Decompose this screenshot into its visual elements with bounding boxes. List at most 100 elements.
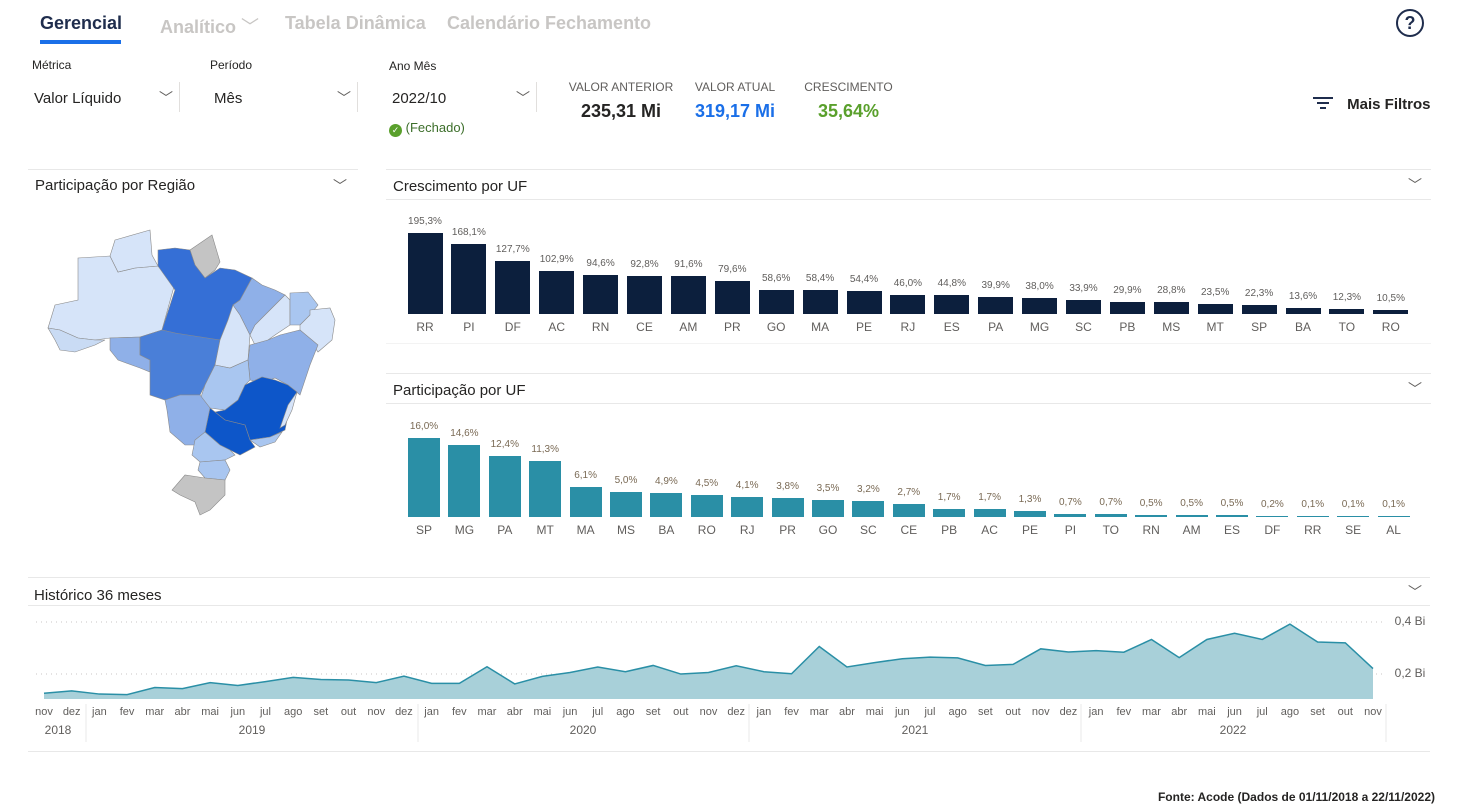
month-label: nov [1031,706,1050,718]
bar-MS[interactable] [1153,302,1189,314]
bar-ES[interactable] [1216,514,1248,517]
kpi-crescimento-label: CRESCIMENTO [804,80,893,94]
bar-PA[interactable] [488,455,521,517]
month-label: out [1005,706,1021,718]
bar-PB[interactable] [933,508,966,517]
bar-DF[interactable] [1256,515,1289,517]
bar-SP[interactable] [1241,304,1277,314]
month-label: fev [1116,706,1132,718]
bar-MA[interactable] [569,486,602,517]
bar-MA[interactable] [802,289,838,314]
active-tab-indicator [40,40,121,44]
mais-filtros-button[interactable]: Mais Filtros [1313,96,1431,114]
data-label: 168,1% [451,227,486,239]
map-state-ES[interactable] [279,391,298,429]
bar-CE[interactable] [627,275,662,314]
month-label: abr [506,706,523,718]
tab-calendario-fechamento[interactable]: Calendário Fechamento [447,13,652,33]
bar-RJ[interactable] [890,294,926,314]
bar-MG[interactable] [1022,298,1058,314]
month-label: ago [616,706,635,718]
bar-PR[interactable] [771,498,804,517]
year-label: 2018 [44,723,72,737]
bar-AC[interactable] [539,271,575,314]
ano-mes-dropdown[interactable]: 2022/10 ﹀ [389,82,537,112]
bar-SC[interactable] [852,501,885,517]
month-label: mar [145,706,165,718]
kpi-atual-label: VALOR ATUAL [694,80,776,94]
month-label: fev [119,706,135,718]
chevron-down-icon[interactable]: ﹀ [1408,584,1422,600]
data-label: 23,5% [1201,287,1230,299]
bar-PE[interactable] [846,291,882,314]
chevron-down-icon[interactable]: ﹀ [333,178,347,194]
brazil-map[interactable] [0,0,360,530]
tab-label: Analítico [160,17,237,37]
bar-TO[interactable] [1094,513,1127,517]
help-icon[interactable]: ? [1396,9,1424,37]
data-label: 13,6% [1288,291,1318,303]
bar-DF[interactable] [495,261,531,314]
bar-PI[interactable] [451,244,487,314]
bar-SP[interactable] [408,438,440,517]
bar-SE[interactable] [1337,515,1370,517]
crescimento-title: Crescimento por UF [393,178,528,195]
area-line[interactable] [43,623,1374,696]
bar-RO[interactable] [690,494,723,517]
bar-BA[interactable] [1285,308,1321,314]
bar-RR[interactable] [1296,515,1329,517]
data-label: 3,8% [776,481,799,493]
month-label: nov [699,706,718,718]
x-tick-label: PR [779,523,796,537]
bar-SC[interactable] [1066,299,1101,314]
bar-AM[interactable] [1175,514,1208,517]
map-state-RS[interactable] [171,474,226,516]
bar-MT[interactable] [529,461,562,517]
map-state-PR[interactable] [191,431,236,463]
x-tick-label: SC [860,523,877,537]
tab-tabela-dinamica[interactable]: Tabela Dinâmica [285,13,426,33]
bar-PA[interactable] [978,297,1014,314]
bar-PR[interactable] [714,280,750,314]
bar-PE[interactable] [1014,510,1046,517]
map-state-AC[interactable] [47,327,106,353]
tab-analitico[interactable]: Analítico ﹀ [160,13,259,39]
bar-TO[interactable] [1329,308,1365,314]
month-label: out [673,706,689,718]
bar-CE[interactable] [892,503,925,517]
bar-GO[interactable] [812,499,844,517]
bar-RN[interactable] [1135,514,1168,517]
month-label: dez [1059,706,1078,718]
periodo-dropdown[interactable]: Mês ﹀ [210,82,358,112]
tab-gerencial[interactable]: Gerencial [40,13,123,33]
x-tick-label: CE [900,523,918,537]
bar-PI[interactable] [1054,513,1087,517]
month-label: jun [230,706,246,718]
bar-AM[interactable] [670,276,706,314]
bar-RJ[interactable] [731,496,764,517]
bar-PB[interactable] [1109,301,1145,314]
bar-MT[interactable] [1197,304,1233,314]
bar-AL[interactable] [1377,515,1410,517]
bar-MG[interactable] [448,444,481,517]
bar-MS[interactable] [610,492,642,517]
x-tick-label: AC [548,320,566,334]
bar-RO[interactable] [1373,309,1409,314]
chevron-down-icon[interactable]: ﹀ [1408,177,1422,193]
periodo-label: Período [210,58,253,72]
map-state-RR[interactable] [109,229,159,273]
bar-BA[interactable] [650,492,683,517]
data-label: 14,6% [450,427,479,439]
data-label: 195,3% [408,216,442,227]
bar-AC[interactable] [973,508,1006,517]
chevron-down-icon[interactable]: ﹀ [1408,381,1422,397]
data-label: 54,4% [849,274,879,286]
month-label: out [340,706,357,718]
x-tick-label: MA [811,320,830,334]
bar-RR[interactable] [407,233,443,314]
bar-RN[interactable] [583,274,619,314]
bar-GO[interactable] [758,289,794,314]
bar-ES[interactable] [934,295,970,314]
metrica-dropdown[interactable]: Valor Líquido ﹀ [30,82,180,112]
map-state-RJ[interactable] [249,431,283,448]
